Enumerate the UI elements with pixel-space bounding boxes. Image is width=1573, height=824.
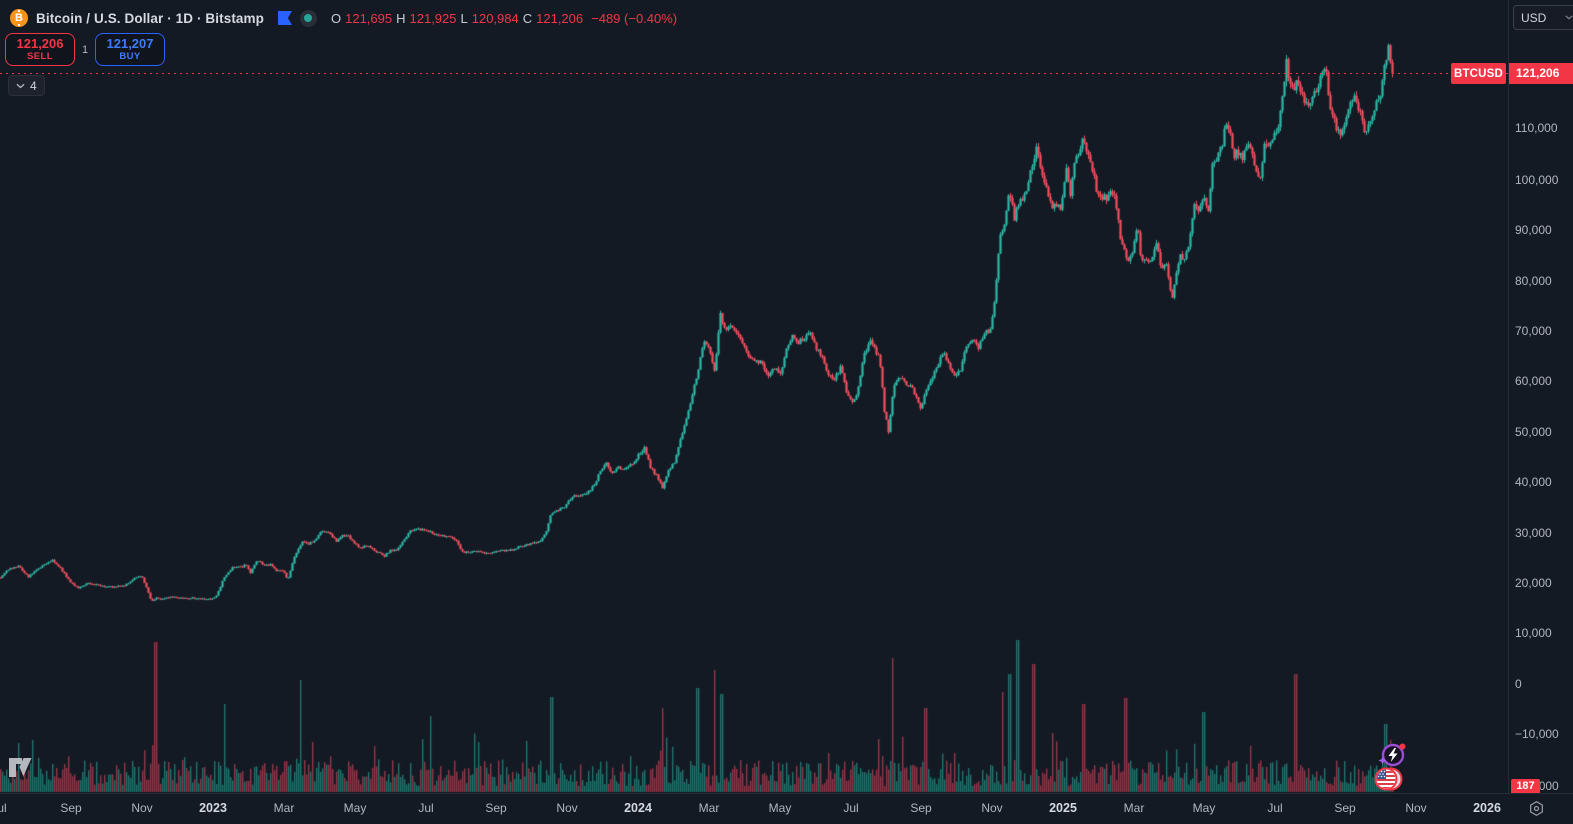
time-axis-label: Nov: [556, 801, 578, 815]
low-value: 120,984: [471, 10, 519, 26]
last-price-label: 121,206: [1509, 63, 1573, 84]
buy-price: 121,207: [106, 35, 154, 51]
symbol-title[interactable]: Bitcoin / U.S. Dollar · 1D · Bitstamp: [36, 10, 264, 26]
time-axis-label: Jul: [418, 801, 434, 815]
time-axis-year-label: 2024: [624, 801, 652, 815]
price-tick-label: 30,000: [1515, 526, 1552, 540]
trade-panel: 121,206 SELL 1 121,207 BUY: [5, 33, 165, 66]
buy-label: BUY: [119, 50, 141, 62]
open-label: O: [330, 10, 342, 26]
price-tick-label: 70,000: [1515, 324, 1552, 338]
time-axis-year-label: 2023: [199, 801, 227, 815]
legend-collapse-button[interactable]: 4: [8, 75, 45, 96]
sell-label: SELL: [27, 50, 53, 62]
price-line-symbol-label: BTCUSD: [1451, 63, 1506, 84]
price-tick-label: 110,000: [1515, 121, 1558, 135]
time-axis-label: Mar: [1123, 801, 1145, 815]
time-axis-label: ul: [0, 801, 7, 815]
market-status-icon[interactable]: [299, 9, 317, 27]
volume-value-label: 187: [1511, 779, 1540, 794]
currency-selector[interactable]: USD: [1513, 5, 1573, 30]
low-label: L: [460, 10, 468, 26]
bitcoin-logo-icon: B: [10, 9, 28, 27]
sell-price: 121,206: [16, 35, 64, 51]
price-tick-label: 100,000: [1515, 173, 1559, 187]
currency-label: USD: [1521, 10, 1547, 25]
time-axis-label: Nov: [1405, 801, 1427, 815]
time-axis-label: Sep: [485, 801, 507, 815]
time-axis-label: May: [1192, 801, 1216, 815]
time-axis-label: Nov: [981, 801, 1003, 815]
tradingview-logo[interactable]: [8, 757, 38, 783]
close-value: 121,206: [536, 10, 584, 26]
symbol-header: B Bitcoin / U.S. Dollar · 1D · Bitstamp …: [10, 7, 677, 29]
flag-icon[interactable]: [277, 11, 292, 25]
high-label: H: [396, 10, 406, 26]
price-tick-label: 0: [1515, 677, 1522, 691]
us-flag-coin-icon[interactable]: [1374, 765, 1404, 793]
lightning-icon[interactable]: [1376, 740, 1408, 770]
time-axis-label: Sep: [1334, 801, 1356, 815]
time-scale[interactable]: ul Sep Nov 2023 Mar May Jul Sep Nov 2024 Mar May Jul…: [0, 793, 1573, 824]
time-axis-label: Mar: [273, 801, 295, 815]
price-tick-label: 20,000: [1515, 576, 1552, 590]
time-axis-year-label: 2025: [1049, 801, 1077, 815]
price-tick-label: 10,000: [1515, 626, 1552, 640]
gear-icon[interactable]: [1528, 800, 1545, 817]
buy-button[interactable]: 121,207 BUY: [95, 33, 165, 66]
candlestick-chart[interactable]: [0, 0, 1508, 793]
price-tick-label: −10,000: [1515, 727, 1559, 741]
time-axis-label: Sep: [60, 801, 82, 815]
chevron-down-icon: [16, 83, 25, 88]
time-axis-label: Mar: [698, 801, 720, 815]
open-value: 121,695: [345, 10, 393, 26]
spread-value: 1: [81, 43, 89, 56]
sell-button[interactable]: 121,206 SELL: [5, 33, 75, 66]
time-axis-label: Jul: [843, 801, 859, 815]
time-axis-label: May: [768, 801, 792, 815]
time-axis-label: May: [343, 801, 367, 815]
legend-count: 4: [30, 78, 37, 93]
last-price-line: [0, 73, 1508, 74]
high-value: 121,925: [409, 10, 457, 26]
chevron-down-icon: [1565, 15, 1573, 20]
time-axis-label: Nov: [131, 801, 153, 815]
price-tick-label: 50,000: [1515, 425, 1552, 439]
price-scale[interactable]: USD 121,206 110,000 100,000 90,000 80,000 70…: [1508, 0, 1573, 794]
time-axis-label: Sep: [910, 801, 932, 815]
price-tick-label: 80,000: [1515, 274, 1552, 288]
time-axis-label: Jul: [1267, 801, 1283, 815]
time-axis-year-label: 2026: [1473, 801, 1501, 815]
price-tick-label: 90,000: [1515, 223, 1552, 237]
price-tick-label: 60,000: [1515, 374, 1552, 388]
change-value: −489 (−0.40%): [591, 10, 678, 26]
price-tick-label: 40,000: [1515, 475, 1552, 489]
ohlc-values: O 121,695 H 121,925 L 120,984 C 121,206 …: [331, 11, 677, 26]
close-label: C: [522, 10, 533, 26]
